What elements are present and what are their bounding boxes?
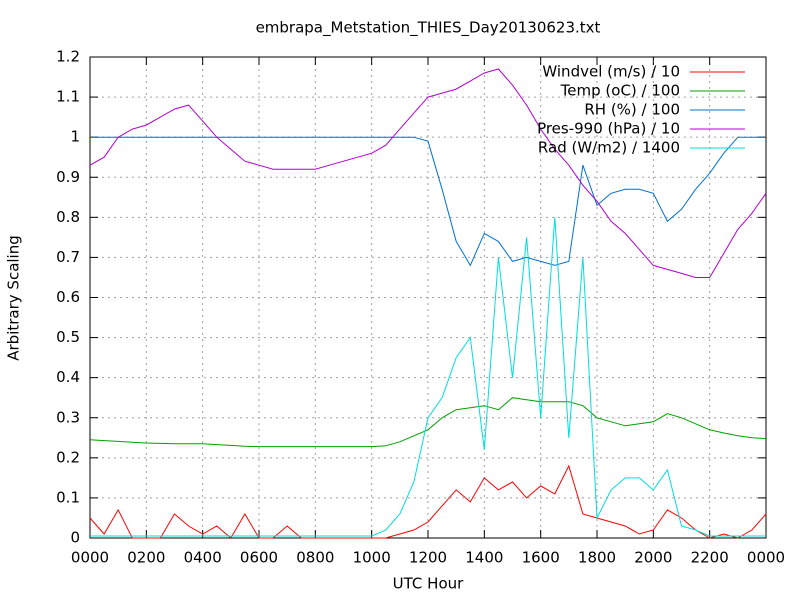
x-tick-label: 0200 <box>127 549 165 567</box>
y-tick-label: 1.2 <box>56 48 80 66</box>
y-tick-label: 1.1 <box>56 88 80 106</box>
y-tick-label: 0.6 <box>56 288 80 306</box>
data-line <box>90 136 766 267</box>
y-tick-label: 0.5 <box>56 328 80 346</box>
chart-title: embrapa_Metstation_THIES_Day20130623.txt <box>256 19 601 38</box>
y-tick-label: 0.7 <box>56 248 80 266</box>
y-tick-label: 1 <box>70 128 80 146</box>
data-line <box>89 68 767 278</box>
x-tick-label: 1800 <box>578 549 616 567</box>
x-tick-label: 0600 <box>240 549 278 567</box>
legend-label: Windvel (m/s) / 10 <box>542 63 680 81</box>
legend-label: RH (%) / 100 <box>584 101 680 119</box>
x-tick-label: 0000 <box>747 549 785 567</box>
x-tick-label: 2200 <box>691 549 729 567</box>
x-axis-label: UTC Hour <box>393 575 464 593</box>
y-tick-label: 0.4 <box>56 368 80 386</box>
x-tick-label: 2000 <box>634 549 672 567</box>
legend-label: Temp (oC) / 100 <box>560 82 680 100</box>
y-tick-label: 0.2 <box>56 448 80 466</box>
y-axis-label: Arbitrary Scaling <box>5 235 23 361</box>
data-line <box>89 397 767 448</box>
y-tick-label: 0 <box>70 529 80 547</box>
y-tick-label: 0.3 <box>56 408 80 426</box>
legend-label: Rad (W/m2) / 1400 <box>538 139 680 157</box>
x-tick-label: 0000 <box>71 549 109 567</box>
data-line <box>90 217 766 537</box>
x-tick-label: 1400 <box>465 549 503 567</box>
x-tick-label: 1000 <box>353 549 391 567</box>
y-tick-label: 0.1 <box>56 488 80 506</box>
plot-border <box>89 56 767 539</box>
x-tick-label: 1600 <box>522 549 560 567</box>
data-line <box>89 464 767 539</box>
y-tick-label: 0.9 <box>56 168 80 186</box>
y-tick-label: 0.8 <box>56 208 80 226</box>
x-tick-label: 0800 <box>296 549 334 567</box>
legend-label: Pres-990 (hPa) / 10 <box>537 120 680 138</box>
x-tick-label: 0400 <box>184 549 222 567</box>
x-tick-label: 1200 <box>409 549 447 567</box>
